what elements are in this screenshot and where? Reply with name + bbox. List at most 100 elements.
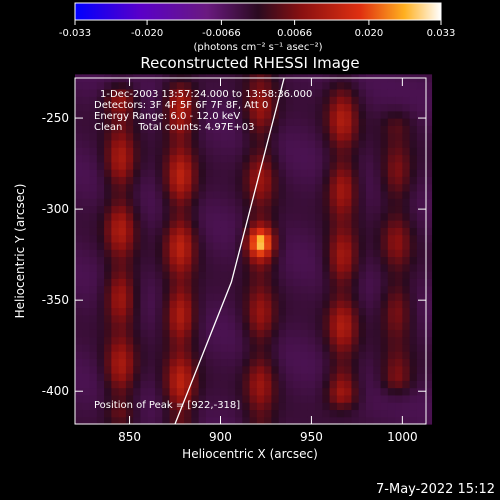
heatmap-cell — [373, 132, 382, 141]
heatmap-cell — [424, 285, 433, 294]
heatmap-cell — [380, 402, 389, 411]
heatmap-cell — [264, 292, 273, 301]
heatmap-cell — [315, 234, 323, 243]
heatmap-cell — [373, 263, 382, 272]
heatmap-cell — [162, 394, 171, 403]
heatmap-cell — [169, 387, 178, 396]
heatmap-cell — [373, 176, 382, 185]
heatmap-cell — [191, 387, 200, 396]
heatmap-cell — [205, 307, 214, 316]
heatmap-cell — [227, 365, 236, 374]
heatmap-cell — [184, 365, 192, 374]
heatmap-cell — [140, 329, 149, 338]
heatmap-cell — [329, 256, 338, 265]
heatmap-cell — [176, 278, 185, 287]
heatmap-cell — [155, 394, 163, 403]
heatmap-cell — [125, 365, 134, 374]
heatmap-cell — [409, 271, 418, 279]
heatmap-cell — [205, 387, 214, 396]
heatmap-cell — [125, 249, 134, 258]
heatmap-cell — [213, 409, 222, 418]
heatmap-cell — [373, 307, 382, 316]
heatmap-cell — [205, 300, 214, 309]
heatmap-cell — [111, 358, 120, 367]
heatmap-cell — [235, 88, 243, 97]
heatmap-cell — [235, 118, 243, 126]
heatmap-cell — [351, 147, 360, 156]
heatmap-cell — [104, 81, 112, 90]
heatmap-cell — [169, 96, 178, 105]
heatmap-cell — [235, 300, 243, 309]
heatmap-cell — [184, 147, 192, 156]
heatmap-cell — [133, 88, 142, 97]
heatmap-cell — [285, 365, 294, 374]
heatmap-cell — [162, 300, 171, 309]
heatmap-cell — [285, 234, 294, 243]
heatmap-cell — [336, 154, 345, 163]
heatmap-cell — [147, 198, 156, 207]
heatmap-cell — [293, 322, 302, 330]
heatmap-cell — [169, 234, 178, 243]
heatmap-cell — [242, 322, 251, 330]
heatmap-cell — [278, 307, 287, 316]
heatmap-cell — [402, 300, 411, 309]
heatmap-cell — [271, 139, 280, 148]
heatmap-cell — [125, 183, 134, 192]
heatmap-cell — [249, 81, 258, 90]
heatmap-cell — [227, 176, 236, 185]
heatmap-cell — [147, 220, 156, 228]
heatmap-cell — [220, 365, 229, 374]
heatmap-cell — [198, 147, 207, 156]
heatmap-cell — [365, 402, 374, 411]
heatmap-cell — [264, 88, 273, 97]
heatmap-cell — [271, 307, 280, 316]
heatmap-cell — [271, 241, 280, 250]
heatmap-cell — [380, 139, 389, 148]
heatmap-cell — [278, 373, 287, 381]
heatmap-cell — [118, 139, 127, 148]
heatmap-cell — [198, 161, 207, 170]
heatmap-cell — [125, 103, 134, 112]
heatmap-cell — [191, 154, 200, 163]
heatmap-cell — [118, 88, 127, 97]
heatmap-cell — [104, 387, 112, 396]
heatmap-cell — [198, 227, 207, 236]
heatmap-cell — [75, 147, 83, 156]
heatmap-cell — [395, 198, 403, 207]
heatmap-cell — [264, 285, 273, 294]
heatmap-cell — [184, 271, 192, 279]
heatmap-cell — [424, 103, 433, 112]
heatmap-cell — [285, 103, 294, 112]
heatmap-cell — [191, 322, 200, 330]
heatmap-cell — [387, 271, 396, 279]
heatmap-cell — [162, 96, 171, 105]
heatmap-cell — [205, 81, 214, 90]
heatmap-cell — [118, 300, 127, 309]
heatmap-cell — [147, 190, 156, 199]
heatmap-cell — [365, 343, 374, 352]
heatmap-cell — [125, 227, 134, 236]
heatmap-cell — [329, 314, 338, 323]
heatmap-cell — [365, 278, 374, 287]
heatmap-cell — [336, 380, 345, 389]
heatmap-cell — [104, 205, 112, 214]
heatmap-cell — [133, 343, 142, 352]
heatmap-cell — [242, 256, 251, 265]
heatmap-cell — [184, 409, 192, 418]
heatmap-cell — [155, 365, 163, 374]
heatmap-cell — [133, 307, 142, 316]
heatmap-cell — [416, 190, 425, 199]
heatmap-cell — [82, 190, 91, 199]
heatmap-cell — [89, 394, 98, 403]
heatmap-cell — [249, 227, 258, 236]
heatmap-cell — [111, 96, 120, 105]
heatmap-cell — [344, 394, 353, 403]
heatmap-cell — [104, 198, 112, 207]
heatmap-cell — [213, 307, 222, 316]
heatmap-cell — [373, 300, 382, 309]
heatmap-cell — [307, 336, 316, 345]
heatmap-cell — [271, 263, 280, 272]
heatmap-cell — [133, 161, 142, 170]
heatmap-cell — [111, 110, 120, 119]
